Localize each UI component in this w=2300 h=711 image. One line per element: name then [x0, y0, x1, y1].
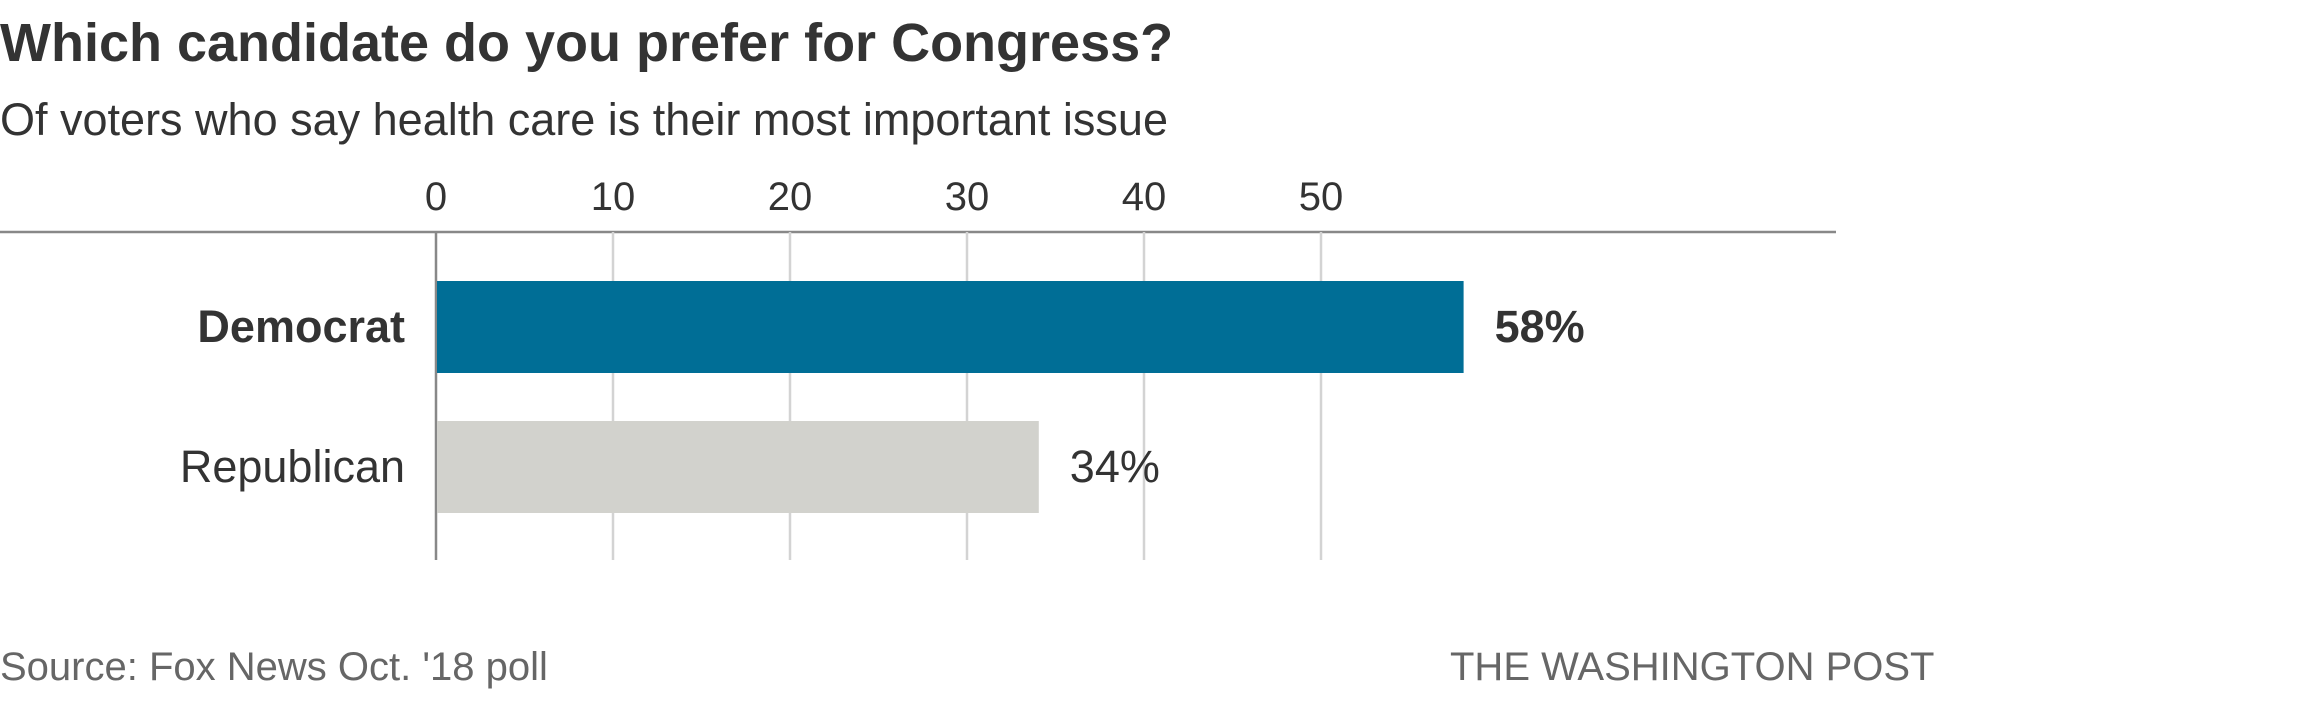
source-note: Source: Fox News Oct. '18 poll — [0, 645, 548, 689]
category-label: Democrat — [197, 301, 405, 352]
labels: 0 10 20 30 40 50 Democrat 58% Republican 34% — [180, 175, 1585, 492]
publisher-credit: THE WASHINGTON POST — [1450, 645, 1935, 689]
bar-republican — [437, 421, 1039, 513]
x-tick-label: 20 — [768, 175, 813, 219]
bar-democrat — [437, 281, 1464, 373]
category-label: Republican — [180, 441, 405, 492]
x-tick-label: 0 — [425, 175, 447, 219]
data-label: 34% — [1070, 441, 1160, 492]
data-label: 58% — [1495, 301, 1585, 352]
chart-title: Which candidate do you prefer for Congre… — [0, 13, 1174, 73]
x-tick-label: 10 — [591, 175, 636, 219]
x-tick-label: 40 — [1122, 175, 1167, 219]
x-tick-label: 50 — [1299, 175, 1344, 219]
x-tick-label: 30 — [945, 175, 990, 219]
chart-subtitle: Of voters who say health care is their m… — [0, 94, 1168, 145]
bars — [437, 281, 1464, 513]
